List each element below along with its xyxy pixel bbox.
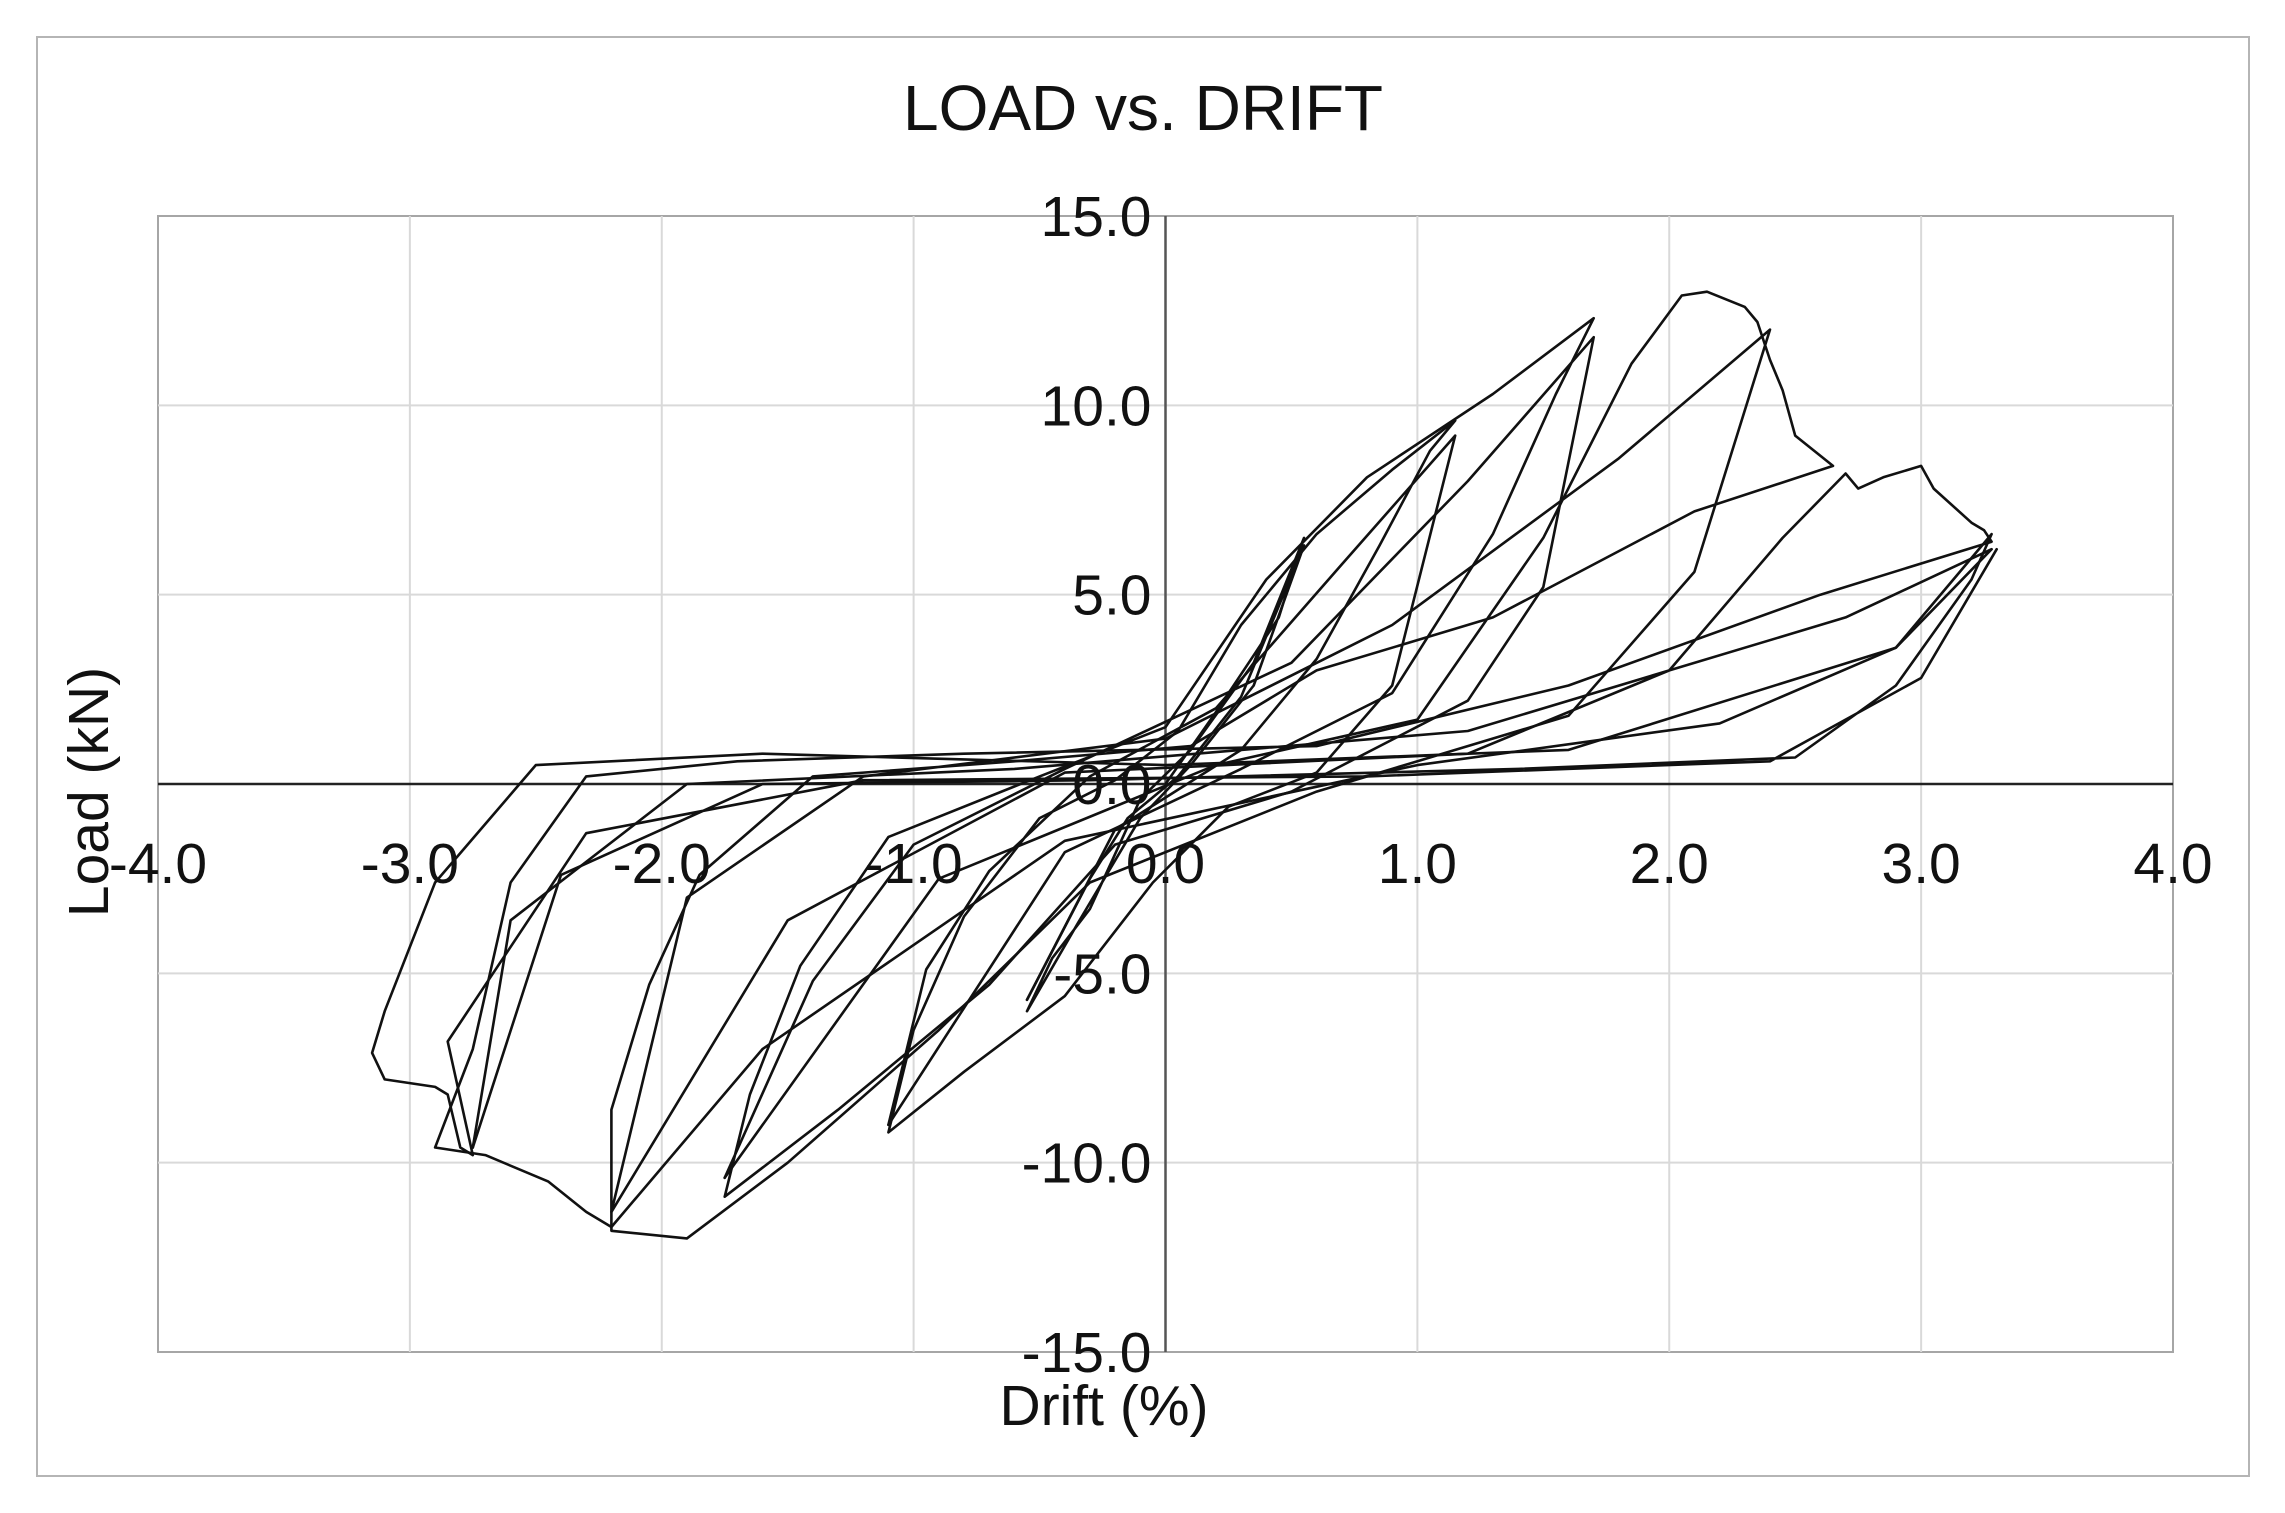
tick-labels: -4.0 -3.0 -2.0 -1.0 0.0 1.0 2.0 3.0 4.0 15.0 10.0 5… [109, 185, 2213, 1385]
load-drift-cycle-6 [370, 532, 1998, 1157]
x-tick-label: 3.0 [1882, 832, 1961, 896]
load-drift-cycle-2 [887, 419, 1457, 1134]
y-axis-title: Load (kN) [57, 667, 121, 917]
x-tick-label: -2.0 [613, 832, 711, 896]
load-drift-cycle-4 [610, 290, 1835, 1240]
chart-title: LOAD vs. DRIFT [903, 72, 1383, 144]
x-tick-label: -4.0 [109, 832, 207, 896]
y-tick-label: 10.0 [1041, 374, 1152, 438]
x-tick-label: 1.0 [1378, 832, 1457, 896]
y-tick-label: 0.0 [1072, 753, 1151, 817]
load-drift-cycle-3 [723, 316, 1595, 1198]
x-tick-label: -3.0 [361, 832, 459, 896]
series-layer [370, 290, 1998, 1240]
load-drift-cycle-5 [433, 464, 1993, 1229]
y-tick-label: 5.0 [1072, 564, 1151, 628]
y-tick-label: 15.0 [1041, 185, 1152, 249]
chart-frame [36, 36, 2250, 1477]
y-tick-label: -5.0 [1053, 942, 1151, 1006]
x-tick-label: -1.0 [865, 832, 963, 896]
y-tick-label: -15.0 [1022, 1321, 1152, 1385]
x-tick-label: 4.0 [2133, 832, 2212, 896]
x-tick-label: 0.0 [1126, 832, 1205, 896]
x-axis-title: Drift (%) [1000, 1374, 1209, 1438]
y-tick-label: -10.0 [1022, 1132, 1152, 1196]
x-tick-label: 2.0 [1630, 832, 1709, 896]
